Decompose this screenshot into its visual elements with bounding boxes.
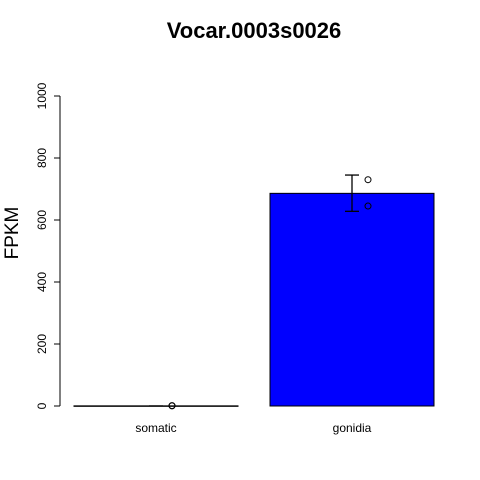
error-bars [149,174,359,407]
y-tick-label: 800 [35,148,49,168]
x-tick-label: somatic [135,421,176,435]
y-tick-label: 0 [35,402,49,409]
data-points [168,176,372,410]
y-axis: 0 200 400 600 800 1000 [35,82,61,409]
y-axis-label: FPKM [2,207,23,260]
data-point [364,202,372,210]
x-axis-labels: somatic gonidia [135,421,371,435]
y-tick-label: 200 [35,334,49,354]
data-point [364,176,372,184]
y-tick-label: 400 [35,272,49,292]
chart-title: Vocar.0003s0026 [167,18,342,43]
data-point [168,402,176,410]
bar-gonidia [269,192,435,407]
bars [73,192,435,407]
y-tick-label: 1000 [35,82,49,109]
x-tick-label: gonidia [333,421,372,435]
y-tick-label: 600 [35,210,49,230]
